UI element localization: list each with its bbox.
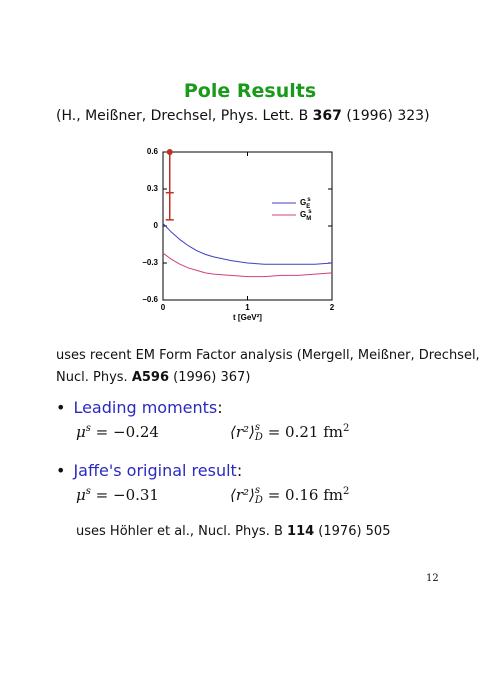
legend-label: s <box>308 209 312 215</box>
footnote: uses Höhler et al., Nucl. Phys. B 114 (1… <box>76 524 390 539</box>
page-number: 12 <box>426 573 439 584</box>
legend-label: G <box>300 198 306 207</box>
math: s <box>254 485 261 496</box>
x-tick-label: 1 <box>245 303 250 312</box>
math: = −0.24 <box>90 423 159 441</box>
math: μ <box>76 423 86 441</box>
math: = 0.21 fm <box>262 423 343 441</box>
x-tick-label: 2 <box>330 303 335 312</box>
text: Nucl. Phys. <box>56 370 132 385</box>
formula: μs = −0.24 <box>76 423 159 441</box>
legend-label: G <box>300 210 306 219</box>
formula: ⟨r²⟩ s D = 0.21 fm2 <box>230 423 349 443</box>
y-tick-label: 0 <box>154 221 159 230</box>
bullet-dot: • <box>56 398 66 417</box>
math: μ <box>76 486 86 504</box>
math: s <box>85 423 91 434</box>
series-line <box>162 223 333 265</box>
text: (1996) 323) <box>341 108 430 124</box>
bullet: • Jaffe's original result: <box>56 461 242 480</box>
formula: ⟨r²⟩ s D = 0.16 fm2 <box>230 486 349 506</box>
formula: μs = −0.31 <box>76 486 159 504</box>
bullet-dot: • <box>56 461 66 480</box>
math: = −0.31 <box>90 486 159 504</box>
x-tick-label: 0 <box>161 303 166 312</box>
math: D <box>254 495 263 506</box>
legend-label: M <box>306 216 311 222</box>
math: s <box>254 422 261 433</box>
text: uses Höhler et al., Nucl. Phys. B <box>76 524 288 539</box>
y-tick-label: −0.3 <box>142 258 158 267</box>
legend-label: E <box>306 204 310 210</box>
plot-frame <box>162 151 333 301</box>
text: : <box>236 461 243 480</box>
math: D <box>254 432 263 443</box>
text: 367 <box>312 108 342 124</box>
analysis-line: Nucl. Phys. A596 (1996) 367) <box>56 370 250 385</box>
text: (1976) 505 <box>314 524 391 539</box>
legend-label: GMs <box>300 209 312 222</box>
bullet: • Leading moments: <box>56 398 223 417</box>
bullet-heading: Leading moments <box>73 398 218 417</box>
reference: (H., Meißner, Drechsel, Phys. Lett. B 36… <box>56 108 430 124</box>
x-axis-label: t [GeV²] <box>233 313 262 322</box>
legend-label: s <box>307 197 311 203</box>
y-tick-label: 0.6 <box>147 147 159 156</box>
math: = 0.16 fm <box>262 486 343 504</box>
text: (H., Meißner, Drechsel, Phys. Lett. B <box>56 108 313 124</box>
series-line <box>162 252 333 278</box>
legend-label: GEs <box>300 197 311 210</box>
text: : <box>217 398 223 417</box>
text: 114 <box>287 524 315 539</box>
math: s <box>85 486 91 497</box>
bullet-heading: Jaffe's original result <box>73 461 237 480</box>
y-tick-label: −0.6 <box>142 295 158 304</box>
analysis-line: uses recent EM Form Factor analysis (Mer… <box>56 348 480 363</box>
math: ⟨r²⟩ <box>230 423 255 441</box>
math: 2 <box>342 486 350 497</box>
text: (1996) 367) <box>169 370 251 385</box>
text: A596 <box>131 370 170 385</box>
y-tick-label: 0.3 <box>147 184 159 193</box>
math: 2 <box>342 423 350 434</box>
title: Pole Results <box>183 80 317 102</box>
data-point <box>166 149 173 155</box>
math: ⟨r²⟩ <box>230 486 255 504</box>
